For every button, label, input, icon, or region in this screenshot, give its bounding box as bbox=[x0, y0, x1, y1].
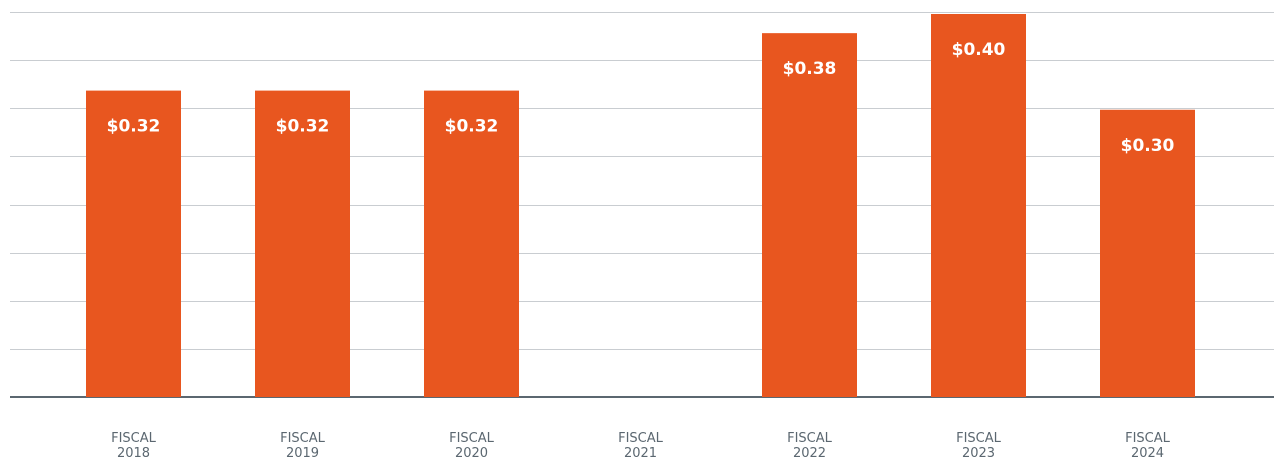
tick-label-line: FISCAL bbox=[618, 431, 664, 446]
tick-label-line: FISCAL bbox=[111, 431, 157, 446]
tick-label-line: FISCAL bbox=[280, 431, 326, 446]
bar-2023 bbox=[931, 14, 1026, 397]
tick-label-line: 2023 bbox=[962, 446, 995, 461]
tick-label-line: FISCAL bbox=[449, 431, 495, 446]
tick-label-line: 2020 bbox=[455, 446, 488, 461]
data-label-2023: $0.40 bbox=[952, 40, 1006, 60]
data-label-2024: $0.30 bbox=[1121, 136, 1175, 156]
tick-label-2018: FISCAL 2018 bbox=[111, 431, 157, 461]
tick-label-line: 2018 bbox=[117, 446, 150, 461]
tick-label-line: 2021 bbox=[624, 446, 657, 461]
tick-label-2023: FISCAL 2023 bbox=[956, 431, 1002, 461]
tick-label-2021: FISCAL 2021 bbox=[618, 431, 664, 461]
chart-gridlines bbox=[10, 13, 1274, 398]
data-label-2018: $0.32 bbox=[107, 117, 161, 137]
tick-label-2024: FISCAL 2024 bbox=[1125, 431, 1171, 461]
tick-label-2022: FISCAL 2022 bbox=[787, 431, 833, 461]
tick-label-line: 2019 bbox=[286, 446, 319, 461]
tick-label-line: 2022 bbox=[793, 446, 826, 461]
tick-label-line: FISCAL bbox=[956, 431, 1002, 446]
tick-label-2019: FISCAL 2019 bbox=[280, 431, 326, 461]
tick-label-line: FISCAL bbox=[787, 431, 833, 446]
bar-2022 bbox=[762, 33, 857, 397]
tick-label-2020: FISCAL 2020 bbox=[449, 431, 495, 461]
data-label-2020: $0.32 bbox=[445, 117, 499, 137]
tick-label-line: 2024 bbox=[1131, 446, 1164, 461]
data-label-2022: $0.38 bbox=[783, 59, 837, 79]
tick-label-line: FISCAL bbox=[1125, 431, 1171, 446]
data-label-2019: $0.32 bbox=[276, 117, 330, 137]
